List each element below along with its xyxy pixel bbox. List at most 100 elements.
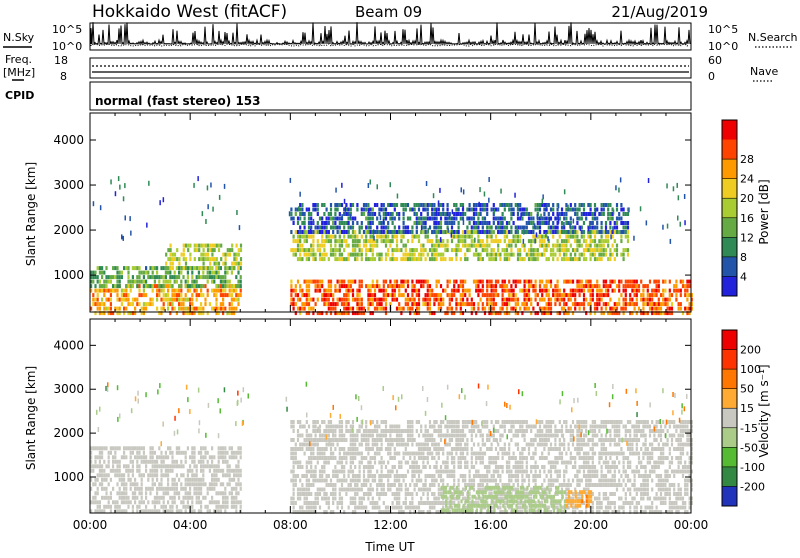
heatmap-cell (171, 505, 173, 509)
heatmap-cell (684, 307, 686, 311)
heatmap-cell (506, 298, 508, 302)
heatmap-cell (231, 307, 233, 311)
heatmap-cell (315, 420, 317, 424)
heatmap-cell (673, 289, 675, 293)
heatmap-cell (563, 217, 565, 221)
heatmap-cell (383, 298, 385, 302)
heatmap-cell (425, 203, 427, 207)
heatmap-cell (414, 235, 416, 239)
heatmap-cell (198, 275, 200, 279)
heatmap-cell (473, 226, 475, 230)
heatmap-cell (312, 244, 314, 248)
heatmap-cell (493, 470, 495, 474)
heatmap-cell (616, 244, 618, 248)
heatmap-cell (418, 452, 420, 456)
heatmap-cell (341, 470, 343, 474)
heatmap-cell (416, 479, 418, 483)
heatmap-cell (341, 239, 343, 243)
heatmap-cell (607, 289, 609, 293)
heatmap-cell (508, 208, 510, 212)
heatmap-cell (290, 248, 292, 252)
heatmap-cell (414, 298, 416, 302)
heatmap-cell (301, 447, 303, 451)
heatmap-cell (345, 302, 347, 306)
heatmap-cell (491, 420, 493, 424)
heatmap-cell (200, 307, 202, 311)
heatmap-cell (350, 289, 352, 293)
heatmap-cell (180, 307, 182, 311)
heatmap-cell (132, 446, 134, 450)
heatmap-cell (482, 244, 484, 248)
heatmap-cell (550, 230, 552, 234)
heatmap-cell (323, 244, 325, 248)
heatmap-cell (339, 488, 341, 492)
heatmap-cell (334, 438, 336, 442)
heatmap-cell (189, 496, 191, 500)
heatmap-cell (425, 465, 427, 469)
heatmap-cell (235, 298, 237, 302)
heatmap-cell (123, 496, 125, 500)
heatmap-cell (658, 280, 660, 284)
heatmap-cell (354, 298, 356, 302)
heatmap-cell (321, 420, 323, 424)
heatmap-cell (409, 501, 411, 505)
heatmap-cell (130, 487, 132, 491)
heatmap-cell (194, 266, 196, 270)
heatmap-cell (363, 483, 365, 487)
heatmap-cell (315, 501, 317, 505)
heatmap-cell (110, 179, 112, 184)
heatmap-cell (502, 212, 504, 216)
heatmap-cell (376, 438, 378, 442)
heatmap-cell (592, 248, 594, 252)
heatmap-cell (170, 266, 172, 270)
heatmap-cell (482, 443, 484, 447)
heatmap-cell (372, 438, 374, 442)
heatmap-cell (97, 446, 99, 450)
heatmap-cell (334, 208, 336, 212)
heatmap-cell (374, 289, 376, 293)
heatmap-cell (462, 420, 464, 424)
heatmap-cell (341, 447, 343, 451)
heatmap-cell (178, 293, 180, 297)
heatmap-cell (330, 217, 332, 221)
heatmap-cell (176, 487, 178, 491)
heatmap-cell (398, 474, 400, 478)
heatmap-cell (387, 235, 389, 239)
heatmap-cell (343, 298, 345, 302)
heatmap-cell (165, 271, 167, 275)
heatmap-cell (669, 289, 671, 293)
heatmap-cell (304, 438, 306, 442)
heatmap-cell (502, 434, 504, 438)
heatmap-cell (601, 298, 603, 302)
heatmap-cell (365, 425, 367, 429)
heatmap-cell (385, 253, 387, 257)
heatmap-cell (416, 420, 418, 424)
heatmap-cell (385, 217, 387, 221)
heatmap-cell (334, 492, 336, 496)
heatmap-cell (530, 302, 532, 306)
heatmap-cell (394, 289, 396, 293)
heatmap-cell (491, 479, 493, 483)
heatmap-cell (451, 217, 453, 221)
heatmap-cell (623, 212, 625, 216)
heatmap-cell (530, 253, 532, 257)
heatmap-cell (405, 302, 407, 306)
heatmap-cell (198, 244, 200, 248)
heatmap-cell (295, 230, 297, 234)
heatmap-cell (495, 447, 497, 451)
heatmap-cell (178, 257, 180, 261)
heatmap-cell (609, 221, 611, 225)
heatmap-cell (394, 497, 396, 501)
heatmap-cell (394, 226, 396, 230)
heatmap-cell (224, 505, 226, 509)
heatmap-cell (416, 257, 418, 261)
heatmap-cell (662, 289, 664, 293)
heatmap-cell (431, 239, 433, 243)
heatmap-cell (453, 203, 455, 207)
heatmap-cell (171, 307, 173, 311)
heatmap-cell (409, 429, 411, 433)
heatmap-cell (451, 438, 453, 442)
heatmap-cell (160, 455, 162, 459)
heatmap-cell (607, 239, 609, 243)
heatmap-cell (374, 307, 376, 311)
